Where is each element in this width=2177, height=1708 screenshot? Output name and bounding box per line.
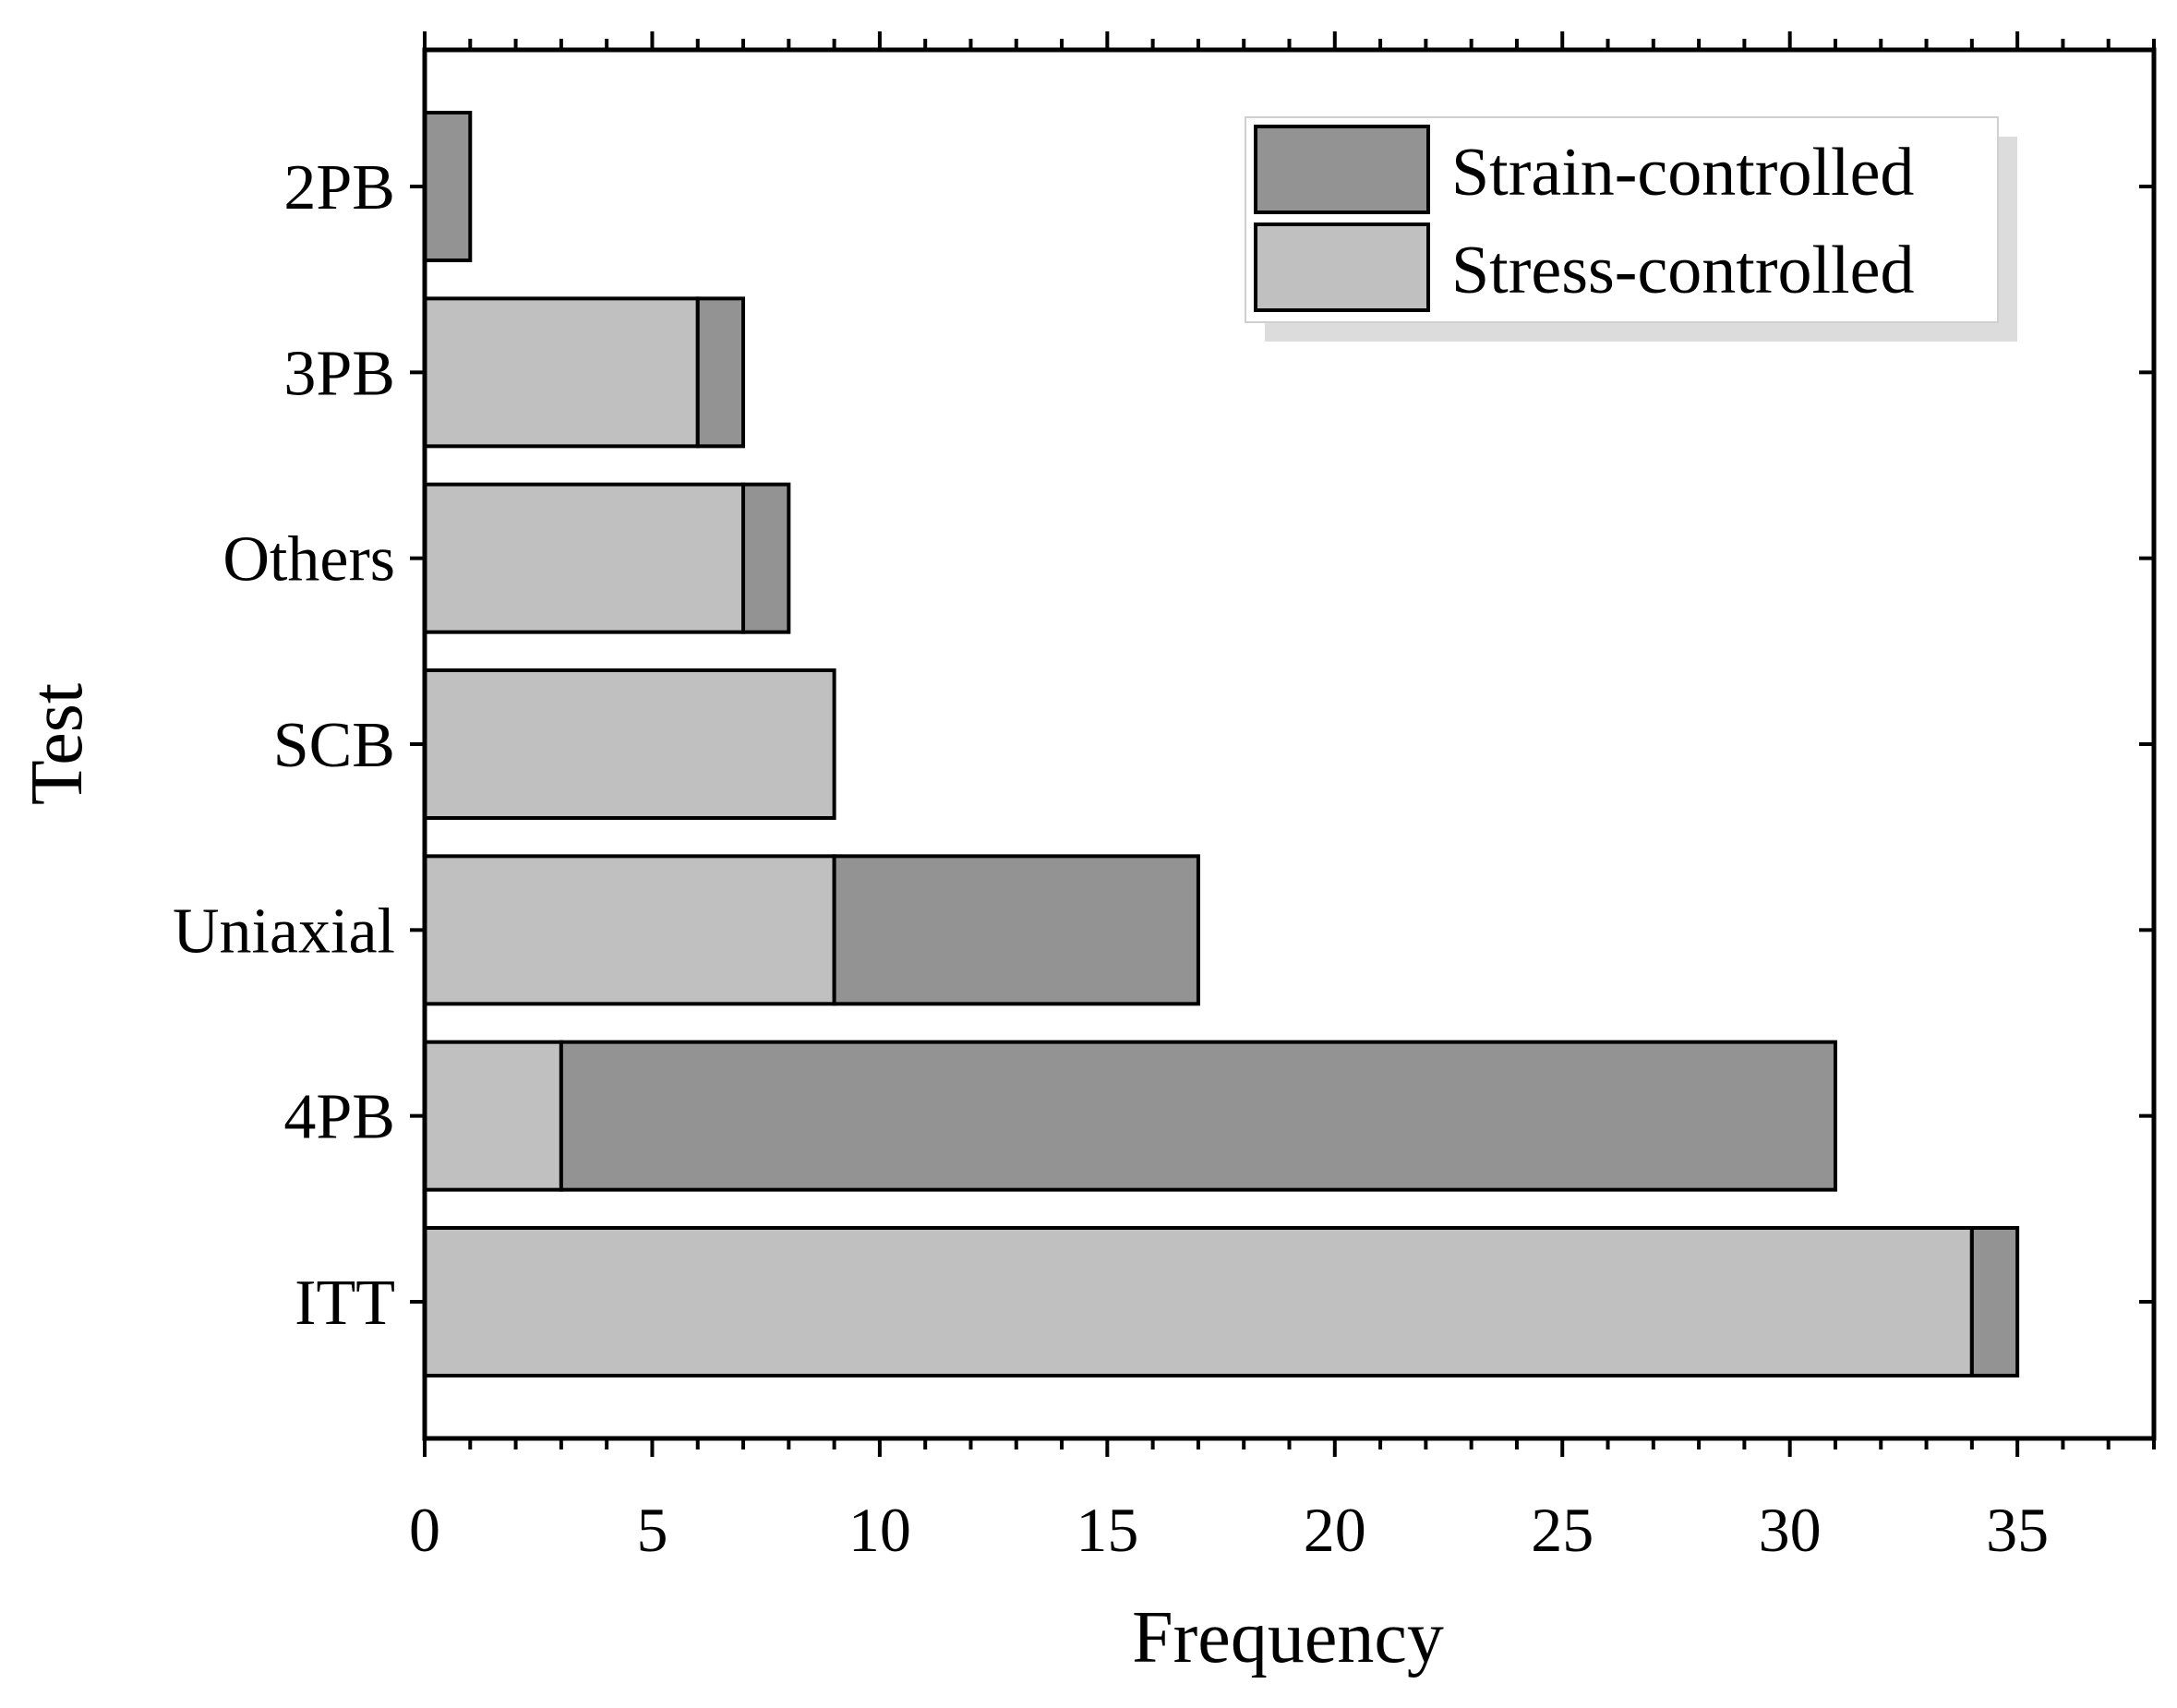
x-tick-label-15: 15 [1076,1495,1138,1565]
y-tick-label-uniaxial: Uniaxial [173,896,395,967]
bar-others-strain-controlled [741,482,791,634]
bar-uniaxial-stress-controlled [423,854,836,1006]
y-tick-label-4pb: 4PB [283,1082,395,1153]
legend-label-stress-controlled: Stress-controlled [1451,233,1914,308]
x-tick-label-20: 20 [1304,1495,1366,1565]
y-category-labels: 2PB 3PB Others SCB Uniaxial 4PB ITT [173,152,395,1339]
bar-scb-stress-controlled [423,668,836,820]
bar-4pb-strain-controlled [559,1040,1837,1192]
y-tick-label-scb: SCB [273,710,395,781]
legend-label-strain-controlled: Strain-controlled [1451,135,1914,210]
y-tick-label-itt: ITT [295,1268,395,1339]
legend-swatch-stress-controlled [1254,223,1430,312]
legend-swatch-strain-controlled [1254,125,1430,214]
x-tick-label-25: 25 [1531,1495,1594,1565]
y-axis-title: Test [17,683,98,805]
bars-layer [423,111,2020,1377]
bar-uniaxial-strain-controlled [832,854,1200,1006]
x-tick-label-35: 35 [1986,1495,2049,1565]
x-tick-labels: 0 5 10 15 20 25 30 35 [409,1495,2049,1565]
y-tick-label-others: Others [223,524,395,595]
bar-2pb-strain-controlled [423,111,473,262]
bar-itt-stress-controlled [423,1226,1974,1377]
x-tick-label-0: 0 [409,1495,440,1565]
bar-4pb-stress-controlled [423,1040,563,1192]
legend: Strain-controlled Stress-controlled [1245,116,2017,342]
bar-3pb-strain-controlled [695,296,746,449]
y-tick-label-3pb: 3PB [283,338,395,409]
axis-ticks [410,31,2156,1457]
x-tick-label-30: 30 [1759,1495,1822,1565]
y-tick-label-2pb: 2PB [283,152,395,223]
x-axis-title: Frequency [1132,1597,1444,1678]
x-tick-label-5: 5 [636,1495,668,1565]
bar-3pb-stress-controlled [423,296,700,449]
bar-itt-strain-controlled [1969,1226,2020,1377]
bar-others-stress-controlled [423,482,746,634]
x-tick-label-10: 10 [848,1495,911,1565]
